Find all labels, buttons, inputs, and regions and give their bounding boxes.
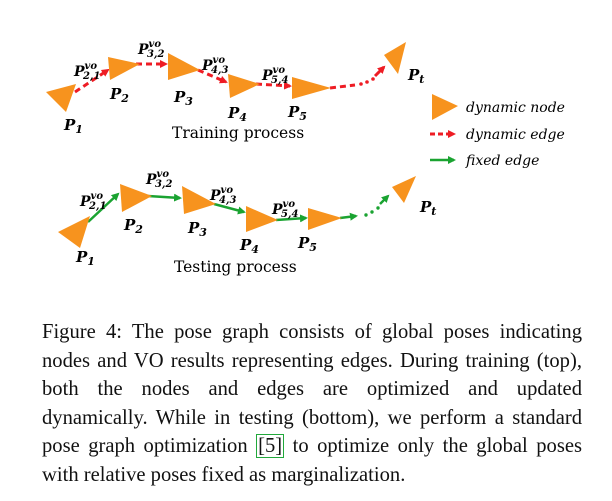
- dynamic-edge: [197, 68, 228, 84]
- legend-node-label: dynamic node: [466, 100, 565, 116]
- dynamic-node: [392, 176, 416, 203]
- pose-graph-figure: P1 P2 P3 P4 P5 Pt Pvo 2,1 Pvo 3,2 Pvo 4,3 P…: [46, 39, 565, 276]
- caption-text-end: to optimize only the global poses with r…: [42, 435, 582, 486]
- dynamic-node: [308, 208, 342, 230]
- testing-graph: P1 P2 P3 P4 P5 Pt Pvo 2,1 Pvo 3,2 Pvo 4,3 P…: [58, 169, 436, 276]
- continuation-dots: [364, 206, 380, 217]
- dynamic-edge: [329, 83, 356, 90]
- testing-process-label: Testing process: [174, 258, 297, 276]
- edge-label: Pvo 2,1: [79, 191, 106, 212]
- dynamic-node: [182, 186, 216, 214]
- continuation-dots: [359, 77, 375, 86]
- dynamic-node: [228, 74, 260, 98]
- edge-label: Pvo 3,2: [137, 39, 164, 60]
- node-label: P5: [287, 103, 307, 123]
- dynamic-node: [292, 77, 331, 99]
- node-label: P3: [173, 88, 193, 108]
- dynamic-node: [246, 206, 278, 232]
- node-label: P2: [123, 216, 143, 236]
- dynamic-node: [46, 84, 76, 112]
- node-label: P5: [297, 234, 317, 254]
- legend-dynamic-edge-label: dynamic edge: [466, 127, 565, 143]
- dynamic-edge: [74, 68, 110, 94]
- legend-fixed-edge-label: fixed edge: [465, 153, 539, 169]
- figure-caption: Figure 4: The pose graph consists of glo…: [42, 318, 582, 489]
- training-process-label: Training process: [172, 124, 304, 142]
- node-label: P1: [75, 248, 95, 268]
- edge-label: Pvo 5,4: [261, 65, 288, 86]
- edge-label: Pvo 4,3: [209, 185, 236, 206]
- dynamic-node: [58, 216, 90, 248]
- training-graph: P1 P2 P3 P4 P5 Pt Pvo 2,1 Pvo 3,2 Pvo 4,3 P…: [46, 39, 424, 142]
- legend: dynamic node dynamic edge fixed edge: [430, 94, 565, 169]
- dynamic-node: [120, 184, 152, 212]
- dynamic-node: [384, 42, 406, 74]
- node-label: P2: [109, 85, 129, 105]
- dynamic-node: [108, 57, 140, 80]
- node-label: P4: [239, 236, 259, 256]
- node-label: Pt: [407, 66, 424, 86]
- node-label: Pt: [419, 198, 436, 218]
- citation-link[interactable]: [5]: [256, 434, 285, 458]
- fixed-edge: [213, 202, 246, 215]
- fixed-edge: [147, 193, 182, 202]
- edge-label: Pvo 5,4: [271, 199, 298, 220]
- edge-label: Pvo 2,1: [73, 61, 100, 82]
- fixed-edge: [275, 214, 308, 223]
- fixed-edge: [379, 194, 390, 205]
- edge-label: Pvo 4,3: [201, 55, 228, 76]
- fixed-edge: [339, 212, 358, 221]
- node-label: P4: [227, 104, 247, 124]
- caption-text: Figure 4: The pose graph consists of glo…: [42, 321, 582, 457]
- edge-label: Pvo 3,2: [145, 169, 172, 190]
- node-label: P3: [187, 219, 207, 239]
- fixed-edge: [87, 192, 120, 223]
- dynamic-node: [168, 53, 200, 80]
- node-label: P1: [63, 116, 83, 136]
- legend-node-swatch: [432, 94, 458, 120]
- dynamic-edge: [255, 81, 292, 90]
- dynamic-edge: [373, 65, 386, 78]
